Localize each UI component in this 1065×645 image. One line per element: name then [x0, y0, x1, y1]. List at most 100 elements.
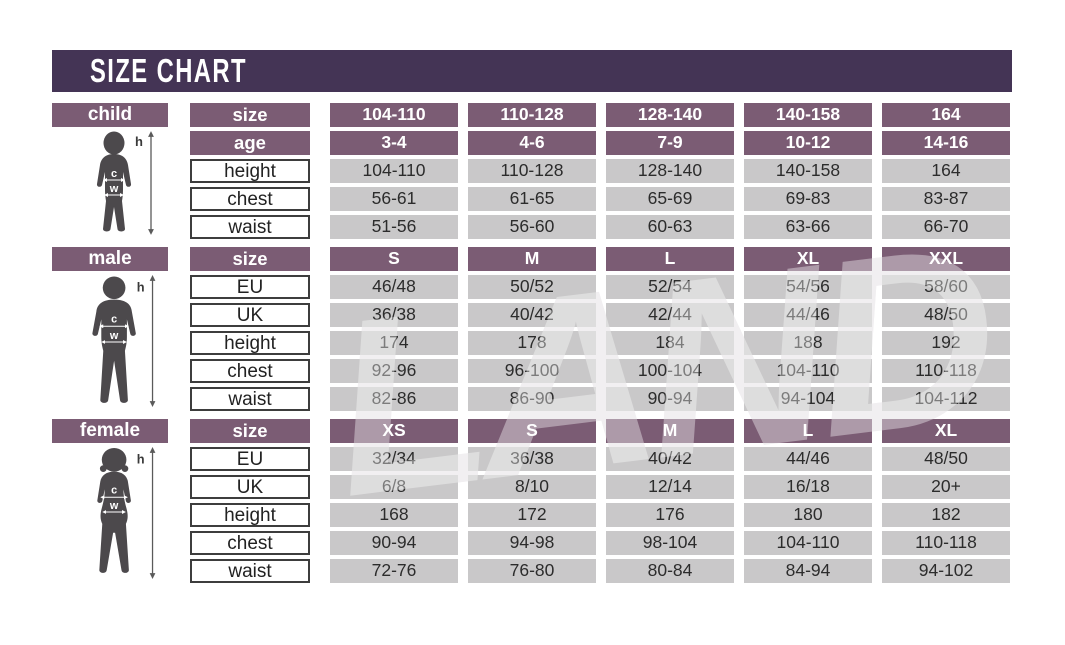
value-cell: 14-16 — [882, 131, 1010, 155]
value-cell: 44/46 — [744, 447, 872, 471]
value-cell: 90-94 — [606, 387, 734, 411]
value-cell: 69-83 — [744, 187, 872, 211]
value-cell: 40/42 — [606, 447, 734, 471]
value-cell: 110-118 — [882, 531, 1010, 555]
value-cell: 100-104 — [606, 359, 734, 383]
page-title: SIZE CHART — [90, 52, 247, 89]
value-cell: 140-158 — [744, 159, 872, 183]
value-cell: 36/38 — [468, 447, 596, 471]
value-cell: 140-158 — [744, 103, 872, 127]
value-cell: 178 — [468, 331, 596, 355]
value-cell: 83-87 — [882, 187, 1010, 211]
value-cell: 52/54 — [606, 275, 734, 299]
value-cell: 44/46 — [744, 303, 872, 327]
female-figure: h c w — [52, 443, 190, 583]
section-female: female h c w — [52, 419, 1010, 583]
value-cell: M — [606, 419, 734, 443]
value-cell: 188 — [744, 331, 872, 355]
height-measure-label: h — [135, 134, 143, 149]
value-cell: 86-90 — [468, 387, 596, 411]
value-cell: 61-65 — [468, 187, 596, 211]
value-cell: S — [330, 247, 458, 271]
chest-measure-label: c — [111, 484, 117, 496]
row-label: height — [190, 503, 310, 527]
chest-measure-label: c — [111, 168, 117, 180]
value-cell: 94-102 — [882, 559, 1010, 583]
value-cell: 184 — [606, 331, 734, 355]
value-cell: 4-6 — [468, 131, 596, 155]
value-cell: M — [468, 247, 596, 271]
value-cell: 98-104 — [606, 531, 734, 555]
value-cell: 192 — [882, 331, 1010, 355]
value-cell: L — [606, 247, 734, 271]
value-cell: 182 — [882, 503, 1010, 527]
row-label: EU — [190, 275, 310, 299]
value-cell: 42/44 — [606, 303, 734, 327]
value-cell: 6/8 — [330, 475, 458, 499]
value-cell: 94-98 — [468, 531, 596, 555]
value-cell: 16/18 — [744, 475, 872, 499]
value-cell: 76-80 — [468, 559, 596, 583]
value-cell: 104-110 — [744, 531, 872, 555]
row-label: waist — [190, 215, 310, 239]
male-figure: h c w — [52, 271, 190, 411]
row-label: size — [190, 103, 310, 127]
row-label: waist — [190, 387, 310, 411]
child-silhouette-icon: h c w — [96, 131, 154, 235]
value-cell: 84-94 — [744, 559, 872, 583]
value-cell: XXL — [882, 247, 1010, 271]
value-cell: 10-12 — [744, 131, 872, 155]
row-label: height — [190, 331, 310, 355]
value-cell: 104-110 — [330, 159, 458, 183]
value-cell: XL — [744, 247, 872, 271]
value-cell: 104-112 — [882, 387, 1010, 411]
row-label: UK — [190, 475, 310, 499]
value-cell: 90-94 — [330, 531, 458, 555]
waist-measure-label: w — [109, 183, 119, 195]
height-measure-label: h — [137, 452, 145, 467]
value-cell: 20+ — [882, 475, 1010, 499]
value-cell: XS — [330, 419, 458, 443]
section-label-child: child — [52, 103, 168, 127]
waist-measure-label: w — [109, 330, 119, 342]
value-cell: 63-66 — [744, 215, 872, 239]
value-cell: 128-140 — [606, 159, 734, 183]
row-label: height — [190, 159, 310, 183]
value-cell: 3-4 — [330, 131, 458, 155]
value-cell: 46/48 — [330, 275, 458, 299]
value-cell: 110-118 — [882, 359, 1010, 383]
row-label: chest — [190, 187, 310, 211]
value-cell: 110-128 — [468, 103, 596, 127]
value-cell: 164 — [882, 159, 1010, 183]
value-cell: 50/52 — [468, 275, 596, 299]
size-chart-body: child h c w size — [52, 103, 1010, 591]
value-cell: 12/14 — [606, 475, 734, 499]
value-cell: 58/60 — [882, 275, 1010, 299]
row-label: waist — [190, 559, 310, 583]
male-table: size S M L XL XXL EU 46/48 50/52 52/54 5… — [190, 247, 1010, 411]
value-cell: 174 — [330, 331, 458, 355]
row-label: size — [190, 419, 310, 443]
value-cell: 65-69 — [606, 187, 734, 211]
value-cell: XL — [882, 419, 1010, 443]
value-cell: 48/50 — [882, 303, 1010, 327]
row-label: EU — [190, 447, 310, 471]
child-table: size 104-110 110-128 128-140 140-158 164… — [190, 103, 1010, 239]
value-cell: 60-63 — [606, 215, 734, 239]
value-cell: 32/34 — [330, 447, 458, 471]
value-cell: 40/42 — [468, 303, 596, 327]
value-cell: 164 — [882, 103, 1010, 127]
value-cell: 56-61 — [330, 187, 458, 211]
value-cell: 51-56 — [330, 215, 458, 239]
value-cell: 56-60 — [468, 215, 596, 239]
value-cell: 8/10 — [468, 475, 596, 499]
value-cell: 36/38 — [330, 303, 458, 327]
male-silhouette-icon: h c w — [92, 275, 156, 407]
row-label: size — [190, 247, 310, 271]
value-cell: 104-110 — [330, 103, 458, 127]
section-male: male h c w size — [52, 247, 1010, 411]
female-table: size XS S M L XL EU 32/34 36/38 40/42 44… — [190, 419, 1010, 583]
value-cell: L — [744, 419, 872, 443]
value-cell: 66-70 — [882, 215, 1010, 239]
row-label: chest — [190, 531, 310, 555]
